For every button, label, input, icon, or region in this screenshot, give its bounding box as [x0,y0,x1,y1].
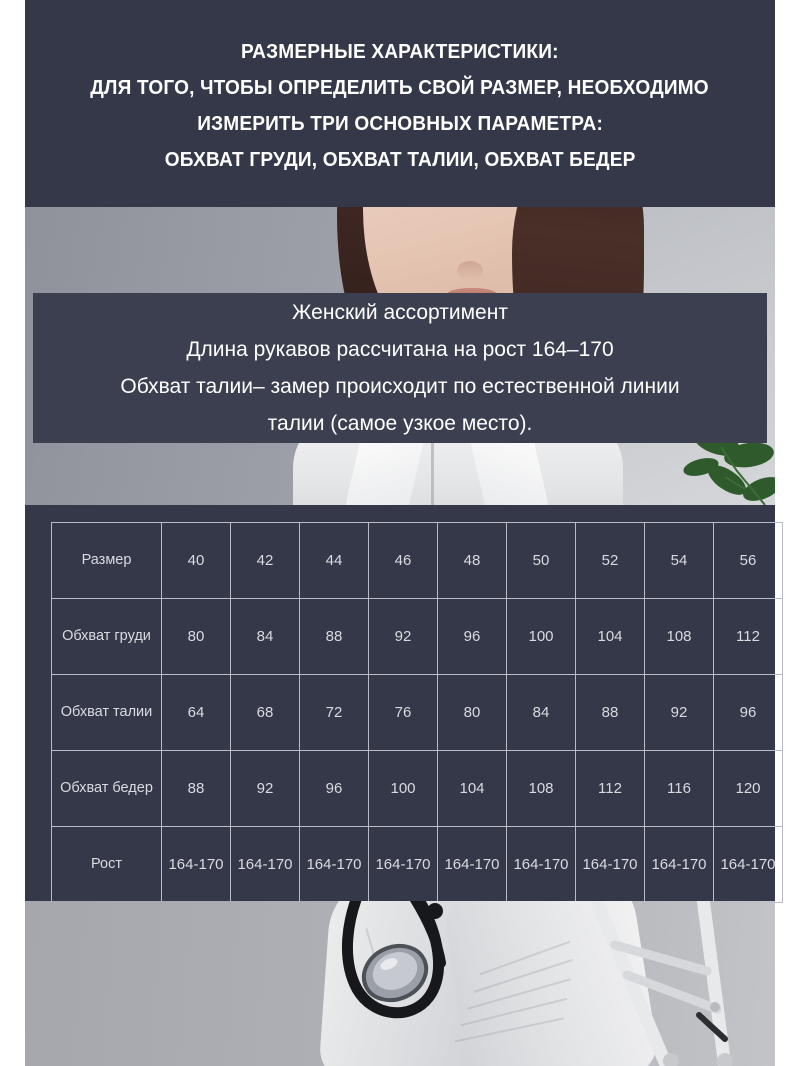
table-cell: 100 [506,598,576,675]
table-cell: 64 [161,674,231,751]
table-row: Рост 164-170 164-170 164-170 164-170 164… [51,826,783,903]
table-cell: 40 [161,522,231,599]
bottom-photo [25,901,775,1066]
header-band: РАЗМЕРНЫЕ ХАРАКТЕРИСТИКИ: ДЛЯ ТОГО, ЧТОБ… [25,0,775,207]
table-cell: 44 [299,522,369,599]
table-cell: 104 [575,598,645,675]
size-table: Размер 40 42 44 46 48 50 52 54 56 Обхват… [51,522,783,903]
table-cell: 164-170 [713,826,783,903]
table-cell: 112 [713,598,783,675]
header-line-4: ОБХВАТ ГРУДИ, ОБХВАТ ТАЛИИ, ОБХВАТ БЕДЕР [164,147,636,171]
row-label: Рост [51,826,162,903]
overlay-text-band: Женский ассортимент Длина рукавов рассчи… [33,293,767,443]
table-cell: 164-170 [161,826,231,903]
table-cell: 52 [575,522,645,599]
table-cell: 108 [506,750,576,827]
table-row: Обхват бедер 88 92 96 100 104 108 112 11… [51,750,783,827]
table-cell: 92 [644,674,714,751]
table-cell: 100 [368,750,438,827]
table-row: Размер 40 42 44 46 48 50 52 54 56 [51,522,783,599]
table-band: Размер 40 42 44 46 48 50 52 54 56 Обхват… [25,505,783,903]
table-row: Обхват груди 80 84 88 92 96 100 104 108 … [51,598,783,675]
stethoscope-icon [342,901,446,1019]
table-cell: 164-170 [437,826,507,903]
table-cell: 46 [368,522,438,599]
table-cell: 96 [713,674,783,751]
table-cell: 92 [368,598,438,675]
table-cell: 72 [299,674,369,751]
table-cell: 88 [575,674,645,751]
step-stool [589,901,733,1066]
table-cell: 50 [506,522,576,599]
table-cell: 88 [161,750,231,827]
table-cell: 80 [437,674,507,751]
row-label: Обхват бедер [51,750,162,827]
header-line-3: ИЗМЕРИТЬ ТРИ ОСНОВНЫХ ПАРАМЕТРА: [197,111,603,135]
table-row: Обхват талии 64 68 72 76 80 84 88 92 96 [51,674,783,751]
table-cell: 76 [368,674,438,751]
row-label: Обхват груди [51,598,162,675]
header-line-1: РАЗМЕРНЫЕ ХАРАКТЕРИСТИКИ: [241,39,559,63]
table-cell: 42 [230,522,300,599]
overlay-line-2: Длина рукавов рассчитана на рост 164–170 [186,338,614,361]
table-cell: 84 [230,598,300,675]
row-label: Обхват талии [51,674,162,751]
row-label: Размер [51,522,162,599]
table-cell: 164-170 [575,826,645,903]
table-cell: 120 [713,750,783,827]
table-cell: 80 [161,598,231,675]
table-cell: 164-170 [230,826,300,903]
overlay-line-1: Женский ассортимент [292,301,508,324]
table-cell: 116 [644,750,714,827]
table-cell: 84 [506,674,576,751]
overlay-line-3: Обхват талии– замер происходит по естест… [120,375,680,398]
table-cell: 164-170 [368,826,438,903]
table-cell: 88 [299,598,369,675]
table-cell: 96 [437,598,507,675]
table-cell: 48 [437,522,507,599]
table-cell: 56 [713,522,783,599]
table-cell: 54 [644,522,714,599]
table-cell: 104 [437,750,507,827]
table-cell: 112 [575,750,645,827]
overlay-line-4: талии (самое узкое место). [267,412,533,435]
table-cell: 96 [299,750,369,827]
header-line-2: ДЛЯ ТОГО, ЧТОБЫ ОПРЕДЕЛИТЬ СВОЙ РАЗМЕР, … [90,75,710,99]
table-cell: 164-170 [299,826,369,903]
table-cell: 108 [644,598,714,675]
table-cell: 164-170 [644,826,714,903]
nose-shadow [457,261,483,281]
table-cell: 164-170 [506,826,576,903]
table-cell: 92 [230,750,300,827]
table-cell: 68 [230,674,300,751]
